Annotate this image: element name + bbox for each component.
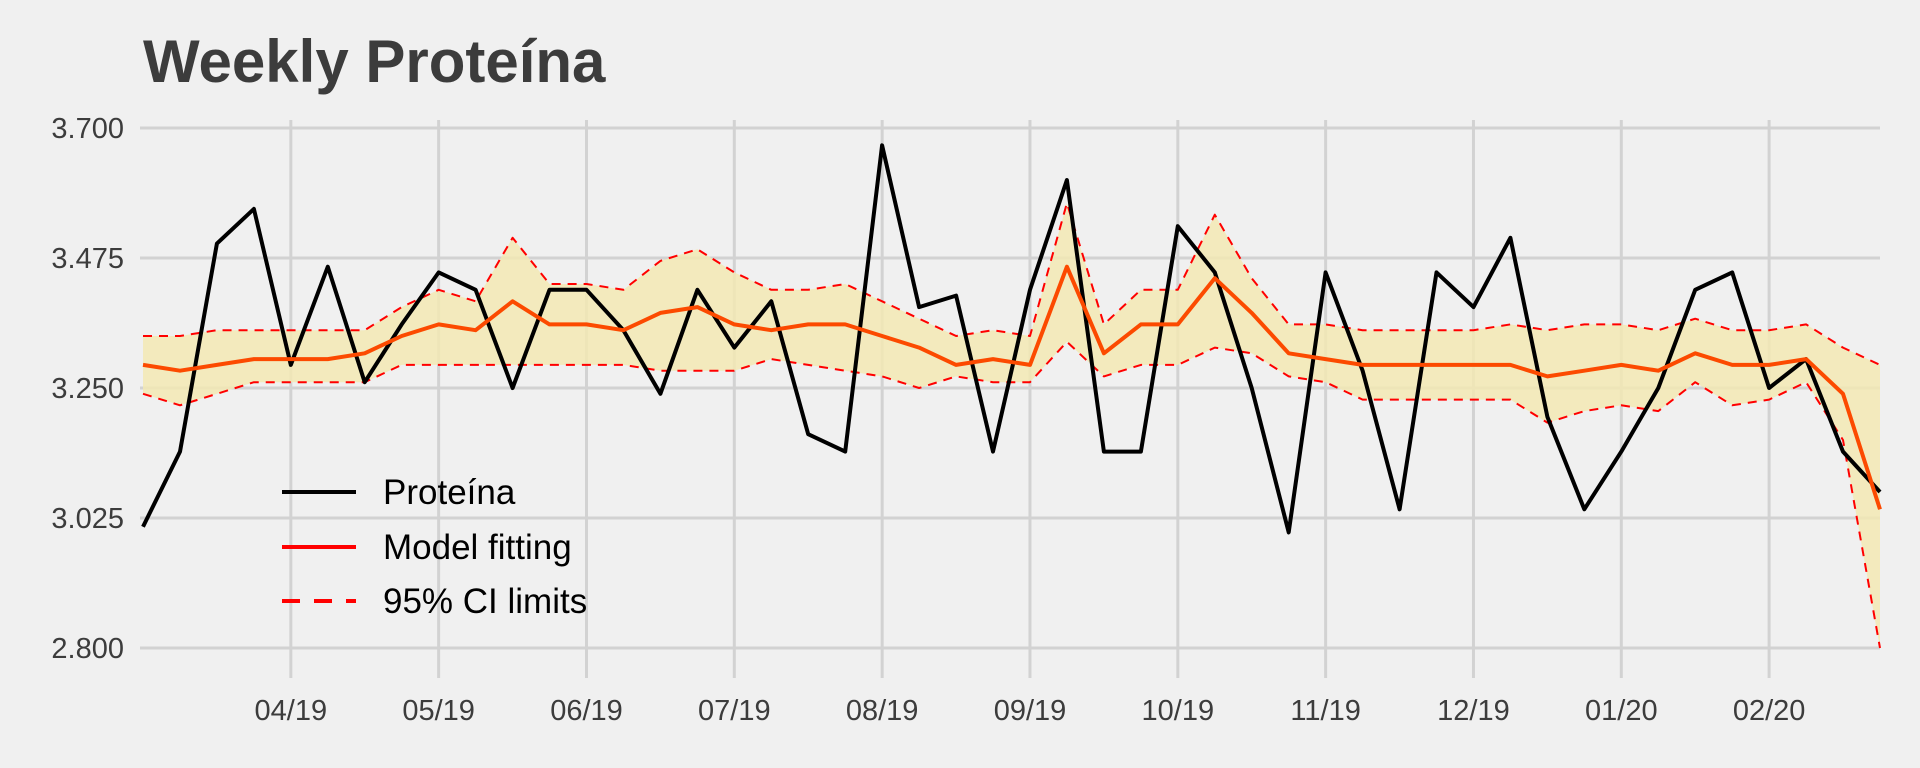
x-tick-label: 01/20	[1585, 695, 1658, 727]
x-axis-ticks: 04/19 05/19 06/19 07/19 08/19 09/19 10/19 11/19…	[255, 695, 1806, 727]
x-tick-label: 04/19	[255, 695, 328, 727]
x-tick-label: 08/19	[846, 695, 919, 727]
x-tick-label: 02/20	[1733, 695, 1806, 727]
x-tick-label: 07/19	[698, 695, 771, 727]
series-line-model-fitting	[142, 264, 1882, 510]
legend: Proteína Model fitting 95% CI limits	[282, 473, 587, 621]
x-tick-label: 06/19	[550, 695, 623, 727]
legend-label-proteina: Proteína	[383, 473, 516, 512]
y-tick-label: 3.025	[51, 503, 124, 535]
x-tick-label: 10/19	[1142, 695, 1215, 727]
chart-title: Weekly Proteína	[143, 28, 606, 95]
legend-label-ci-limits: 95% CI limits	[383, 582, 587, 621]
series-line-proteina	[141, 143, 1882, 535]
x-tick-label: 05/19	[402, 695, 475, 727]
y-tick-label: 2.800	[51, 633, 124, 665]
series-layer	[141, 143, 1882, 649]
ci-lower-line	[142, 340, 1881, 649]
legend-label-model-fitting: Model fitting	[383, 528, 572, 567]
x-tick-label: 11/19	[1290, 695, 1360, 727]
ci-band	[143, 203, 1880, 648]
x-tick-label: 12/19	[1437, 695, 1510, 727]
y-tick-label: 3.700	[51, 113, 124, 145]
x-tick-label: 09/19	[994, 695, 1067, 727]
y-axis-ticks: 3.700 3.475 3.250 3.025 2.800	[51, 113, 124, 665]
y-tick-label: 3.250	[51, 373, 124, 405]
y-tick-label: 3.475	[51, 243, 124, 275]
